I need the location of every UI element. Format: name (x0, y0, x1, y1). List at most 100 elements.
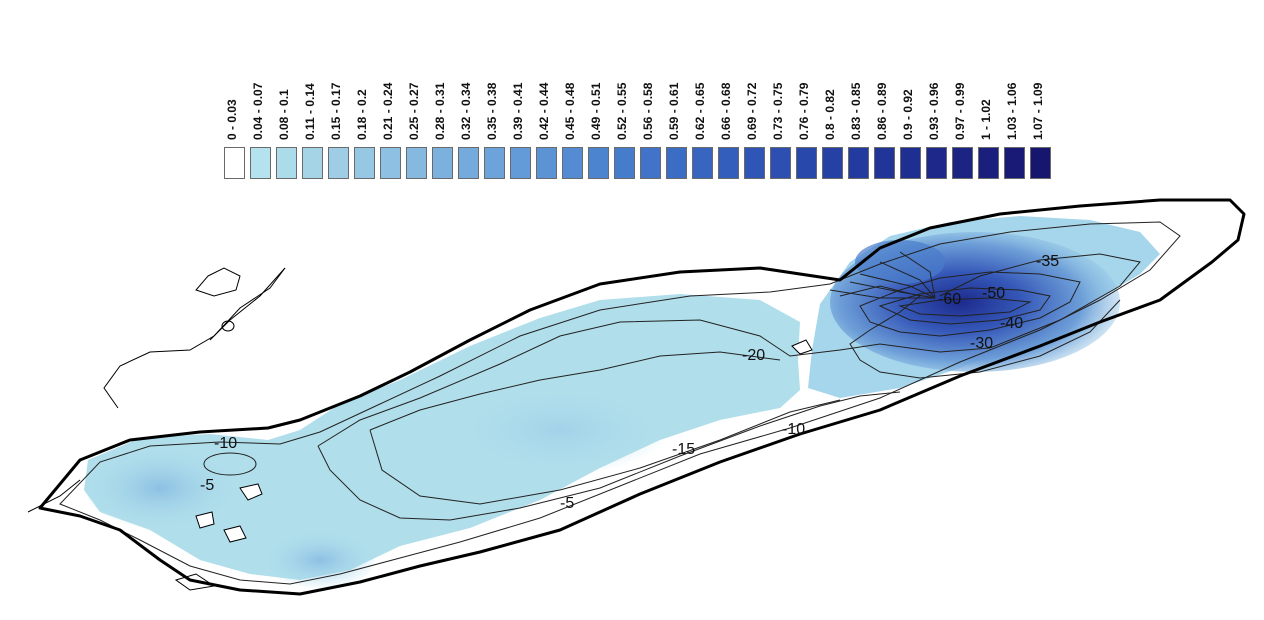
legend-swatch (354, 147, 375, 179)
legend-item: 0.56 - 0.58 (638, 0, 664, 190)
legend-label: 0.04 - 0.07 (251, 82, 265, 140)
concentration-west-core (85, 448, 235, 528)
legend-label: 0.52 - 0.55 (615, 82, 629, 140)
islands (195, 339, 813, 543)
legend-swatch (328, 147, 349, 179)
legend-label: 0.08 - 0.1 (277, 89, 291, 140)
legend-swatch (588, 147, 609, 179)
legend-swatch (926, 147, 947, 179)
legend-label: 0.76 - 0.79 (797, 82, 811, 140)
legend-label: 0.35 - 0.38 (485, 82, 499, 140)
contour-label-west-5: -5 (200, 477, 214, 494)
legend-swatch (276, 147, 297, 179)
lake-map: -10 -5 -5 -15 -10 -20 -35 -60 -50 -40 -3… (27, 198, 1246, 596)
legend-label: 0.32 - 0.34 (459, 82, 473, 140)
legend-swatch (718, 147, 739, 179)
legend-swatch (302, 147, 323, 179)
contour-label-40: -40 (1000, 315, 1023, 332)
legend-swatch (250, 147, 271, 179)
legend-item: 0.04 - 0.07 (248, 0, 274, 190)
legend-swatch (822, 147, 843, 179)
contour-label-20: -20 (742, 347, 765, 364)
legend-item: 0.97 - 0.99 (950, 0, 976, 190)
legend-swatch (900, 147, 921, 179)
legend-label: 0.66 - 0.68 (719, 82, 733, 140)
legend-item: 0.8 - 0.82 (820, 0, 846, 190)
legend-swatch (796, 147, 817, 179)
legend-swatch (848, 147, 869, 179)
legend-label: 0.83 - 0.85 (849, 82, 863, 140)
depth-contours (59, 221, 1181, 585)
legend-item: 0.21 - 0.24 (378, 0, 404, 190)
legend-swatch (458, 147, 479, 179)
legend-label: 0.59 - 0.61 (667, 82, 681, 140)
legend-swatch (640, 147, 661, 179)
legend-item: 0.93 - 0.96 (924, 0, 950, 190)
legend-item: 0.25 - 0.27 (404, 0, 430, 190)
legend-item: 0.62 - 0.65 (690, 0, 716, 190)
contour-label-15: -15 (672, 441, 695, 458)
legend-swatch (1004, 147, 1025, 179)
legend-item: 0.86 - 0.89 (872, 0, 898, 190)
contour-label-east-10: -10 (782, 421, 805, 438)
legend: 0 - 0.03 0.04 - 0.07 0.08 - 0.1 0.11 - 0.14… (0, 0, 1264, 190)
legend-label: 0.62 - 0.65 (693, 82, 707, 140)
legend-swatch (224, 147, 245, 179)
legend-item: 0.83 - 0.85 (846, 0, 872, 190)
legend-label: 0.9 - 0.92 (901, 89, 915, 140)
legend-label: 1.03 - 1.06 (1005, 82, 1019, 140)
legend-item: 1 - 1.02 (976, 0, 1002, 190)
legend-label: 0.25 - 0.27 (407, 82, 421, 140)
legend-swatch (666, 147, 687, 179)
legend-item: 0.32 - 0.34 (456, 0, 482, 190)
legend-item: 0.69 - 0.72 (742, 0, 768, 190)
concentration-southwest-core (265, 532, 375, 588)
legend-item: 0.35 - 0.38 (482, 0, 508, 190)
legend-item: 0.15 - 0.17 (326, 0, 352, 190)
legend-label: 0.97 - 0.99 (953, 82, 967, 140)
legend-item: 0.28 - 0.31 (430, 0, 456, 190)
legend-swatch (614, 147, 635, 179)
contour-label-west-10: -10 (214, 435, 237, 452)
legend-label: 0.21 - 0.24 (381, 82, 395, 140)
legend-label: 0.42 - 0.44 (537, 82, 551, 140)
legend-label: 0.15 - 0.17 (329, 82, 343, 140)
contour-label-50: -50 (982, 285, 1005, 302)
legend-swatch (432, 147, 453, 179)
contour-label-35: -35 (1036, 253, 1059, 270)
legend-item: 0.59 - 0.61 (664, 0, 690, 190)
contour-label-60: -60 (938, 291, 961, 308)
legend-label: 0.93 - 0.96 (927, 82, 941, 140)
legend-label: 0.11 - 0.14 (303, 83, 317, 140)
legend-label: 0.45 - 0.48 (563, 82, 577, 140)
legend-swatch (562, 147, 583, 179)
legend-swatch (874, 147, 895, 179)
legend-item: 0.9 - 0.92 (898, 0, 924, 190)
legend-label: 1.07 - 1.09 (1031, 82, 1045, 140)
legend-swatch (380, 147, 401, 179)
legend-item: 0.45 - 0.48 (560, 0, 586, 190)
legend-swatch (978, 147, 999, 179)
legend-item: 1.07 - 1.09 (1028, 0, 1054, 190)
legend-swatch (744, 147, 765, 179)
legend-item: 0.39 - 0.41 (508, 0, 534, 190)
legend-item: 0.73 - 0.75 (768, 0, 794, 190)
legend-swatch (484, 147, 505, 179)
legend-swatch (952, 147, 973, 179)
legend-label: 0.56 - 0.58 (641, 82, 655, 140)
legend-item: 0.08 - 0.1 (274, 0, 300, 190)
legend-item: 0.52 - 0.55 (612, 0, 638, 190)
legend-swatch (406, 147, 427, 179)
legend-item: 0.11 - 0.14 (300, 0, 326, 190)
legend-label: 0.73 - 0.75 (771, 82, 785, 140)
legend-item: 0.66 - 0.68 (716, 0, 742, 190)
legend-label: 0.69 - 0.72 (745, 82, 759, 140)
legend-swatch (510, 147, 531, 179)
legend-label: 0.28 - 0.31 (433, 82, 447, 140)
legend-label: 0.39 - 0.41 (511, 82, 525, 140)
legend-item: 0.49 - 0.51 (586, 0, 612, 190)
legend-item: 0.76 - 0.79 (794, 0, 820, 190)
legend-label: 1 - 1.02 (979, 99, 993, 140)
legend-label: 0.86 - 0.89 (875, 82, 889, 140)
legend-swatch (770, 147, 791, 179)
